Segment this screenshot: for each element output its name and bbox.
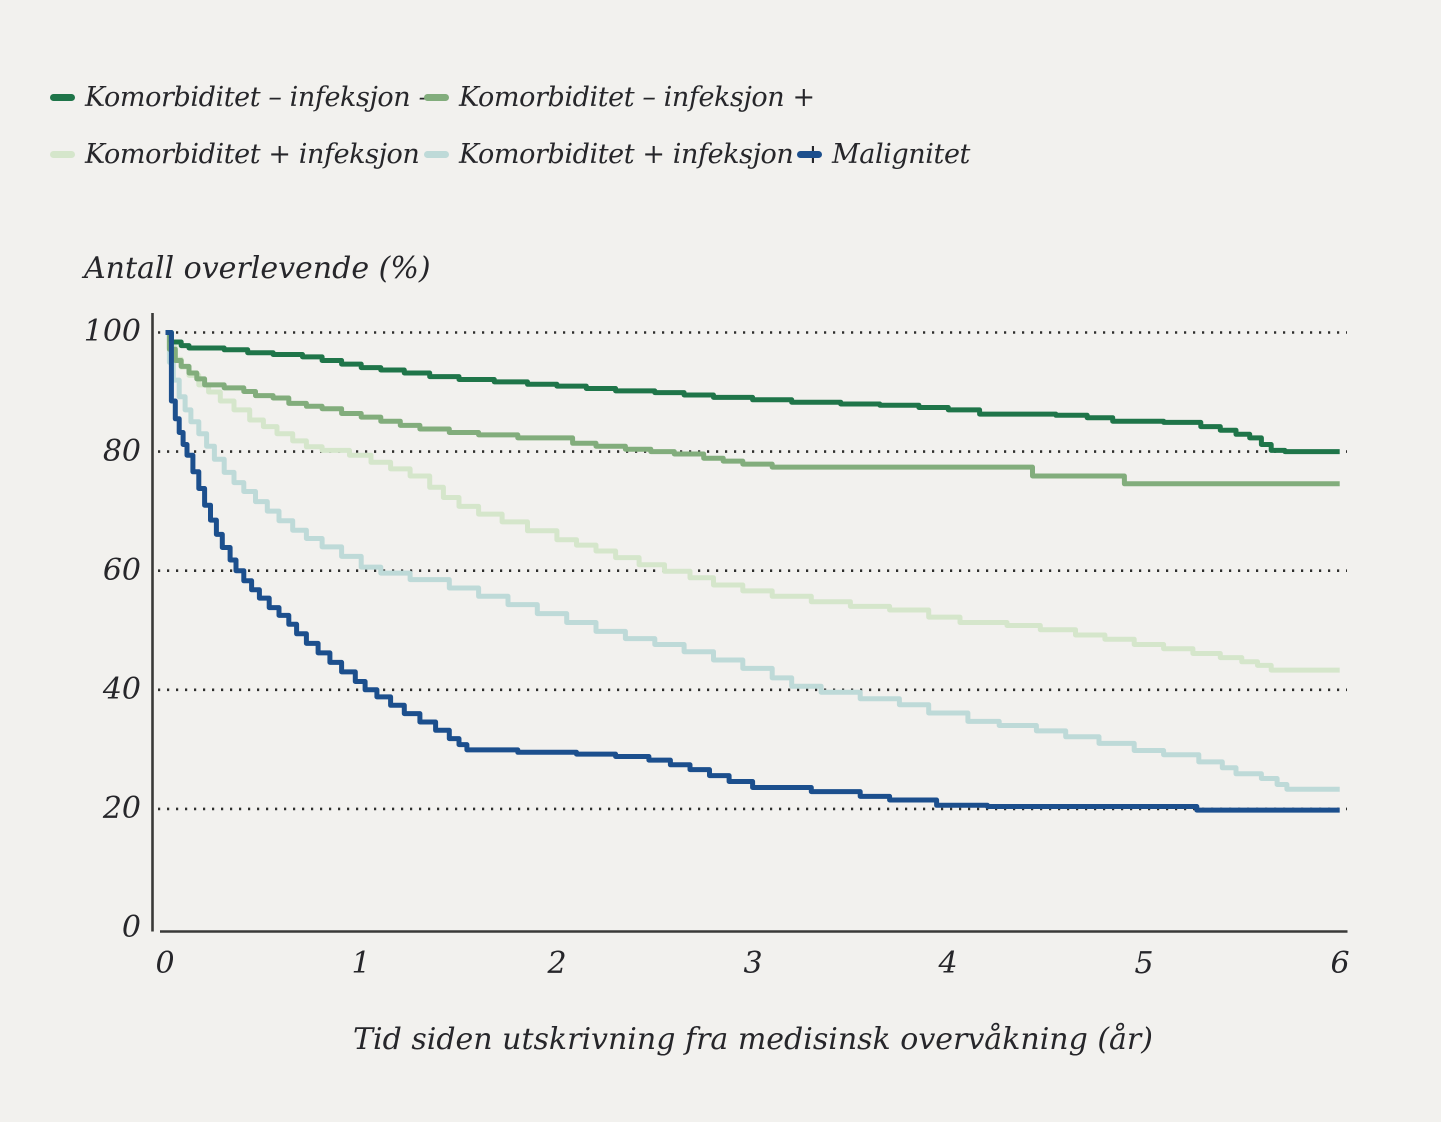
x-axis-title: Tid siden utskrivning fra medisinsk over… (353, 1022, 1153, 1057)
y-axis-title: Antall overlevende (%) (84, 251, 431, 286)
curves-group (165, 330, 1340, 813)
x-tick-label-5: 5 (1134, 946, 1154, 981)
legend-swatch-medium-green (424, 93, 449, 101)
survival-curve-3 (165, 330, 1340, 792)
x-tick-label-2: 2 (547, 946, 567, 981)
gridlines-group (158, 331, 1347, 811)
legend-label: Komorbiditet + infeksjon – (85, 138, 441, 170)
x-tick-label-4: 4 (938, 946, 958, 981)
legend-item-komorbiditet-pos-infeksjon-pos: Komorbiditet + infeksjon + (424, 138, 824, 170)
legend-item-komorbiditet-neg-infeksjon-neg: Komorbiditet – infeksjon – (50, 81, 432, 113)
y-tick-label-40: 40 (102, 672, 141, 707)
legend-item-malignitet: Malignitet (797, 138, 970, 170)
x-tick-label-6: 6 (1330, 946, 1350, 981)
legend-swatch-dark-green (50, 93, 75, 101)
x-tick-label-3: 3 (743, 946, 763, 981)
survival-curve-1 (165, 330, 1340, 487)
x-tick-label-1: 1 (351, 946, 371, 981)
legend-label: Malignitet (832, 138, 971, 170)
legend-swatch-pale-green (50, 150, 75, 158)
y-tick-label-80: 80 (102, 434, 141, 469)
legend-item-komorbiditet-neg-infeksjon-pos: Komorbiditet – infeksjon + (424, 81, 815, 113)
legend-label: Komorbiditet – infeksjon + (459, 81, 815, 113)
y-tick-label-100: 100 (83, 314, 141, 349)
legend-label: Komorbiditet + infeksjon + (459, 138, 824, 170)
y-tick-label-60: 60 (102, 553, 141, 588)
legend-swatch-pale-teal (424, 150, 449, 158)
legend-label: Komorbiditet – infeksjon – (85, 81, 432, 113)
survival-curve-2 (165, 330, 1340, 673)
survival-curve-0 (165, 330, 1340, 455)
legend-swatch-dark-blue (797, 150, 822, 158)
survival-curve-4 (165, 330, 1340, 813)
y-tick-label-20: 20 (102, 791, 141, 826)
y-tick-label-0: 0 (121, 910, 141, 945)
legend-item-komorbiditet-pos-infeksjon-neg: Komorbiditet + infeksjon – (50, 138, 441, 170)
x-tick-label-0: 0 (155, 946, 175, 981)
